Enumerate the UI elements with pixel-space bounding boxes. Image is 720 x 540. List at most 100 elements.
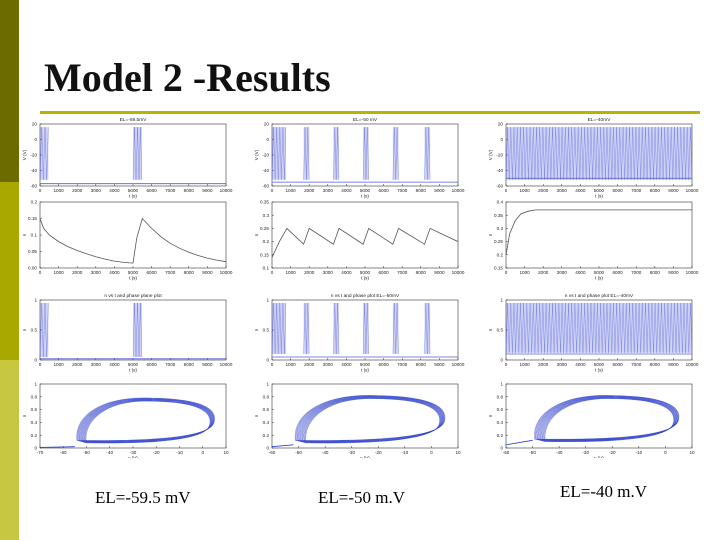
x-tick-label: 0 xyxy=(39,362,42,367)
spike-train xyxy=(506,302,692,353)
spike-train xyxy=(333,302,340,355)
x-tick-label: -40 xyxy=(322,450,329,455)
x-tick-label: 5000 xyxy=(594,362,605,367)
x-tick-label: 3000 xyxy=(557,188,568,193)
x-tick-label: 10000 xyxy=(452,270,465,275)
y-tick-label: -40 xyxy=(496,168,503,173)
y-tick-label: 0.8 xyxy=(31,394,38,399)
y-tick-label: 0.6 xyxy=(263,407,270,412)
y-tick-label: 0 xyxy=(266,358,269,363)
spike-train xyxy=(40,127,49,180)
y-tick-label: -40 xyxy=(30,168,37,173)
x-tick-label: 9000 xyxy=(668,362,679,367)
y-tick-label: -60 xyxy=(262,184,269,189)
x-tick-label: 0 xyxy=(505,362,508,367)
spike-train xyxy=(132,302,143,358)
spike-train xyxy=(506,127,692,180)
x-tick-label: 5000 xyxy=(360,188,371,193)
plot-area xyxy=(40,302,226,360)
x-tick-label: -30 xyxy=(130,450,137,455)
x-tick-label: 0 xyxy=(271,188,274,193)
limit-cycle-loop xyxy=(304,397,441,443)
plot-area xyxy=(506,302,692,355)
panel-title: n vs t and phase plot EL=-40mV xyxy=(565,293,634,299)
axes-frame xyxy=(39,201,227,269)
x-tick-label: 5000 xyxy=(594,270,605,275)
limit-cycle-loop xyxy=(84,400,211,443)
x-tick-label: 5000 xyxy=(594,188,605,193)
x-tick-label: 4000 xyxy=(341,270,352,275)
x-tick-label: 10 xyxy=(223,450,229,455)
x-tick-label: 4000 xyxy=(109,362,120,367)
x-tick-label: -60 xyxy=(503,450,510,455)
limit-cycle-loop xyxy=(305,398,440,444)
plot-area xyxy=(272,302,458,358)
limit-cycle-loop xyxy=(85,400,211,444)
limit-cycle-loop xyxy=(298,396,444,442)
accent-bar-mid xyxy=(0,182,19,360)
y-tick-label: 1 xyxy=(34,298,37,303)
limit-cycle-loop xyxy=(534,395,679,440)
spike-burst xyxy=(363,303,369,354)
plot-area xyxy=(506,395,680,446)
y-tick-label: 20 xyxy=(264,122,270,127)
panel-2-2: 0 1000 2000 3000 4000 5000 6000 7000 8000 9000 100… xyxy=(254,200,465,281)
y-tick-label: 1 xyxy=(500,298,503,303)
x-tick-label: 5000 xyxy=(128,188,139,193)
x-axis-label: t (s) xyxy=(129,194,137,199)
trajectory-tail xyxy=(40,446,75,448)
x-tick-label: 7000 xyxy=(631,362,642,367)
panel-1-2: 0 1000 2000 3000 4000 5000 6000 7000 8000 9000 100… xyxy=(254,117,465,199)
x-tick-label: 2000 xyxy=(304,270,315,275)
limit-cycle-loop xyxy=(544,398,674,443)
plot-area xyxy=(40,397,215,448)
x-tick-label: 8000 xyxy=(650,270,661,275)
panel-2-1: 0 1000 2000 3000 4000 5000 6000 7000 8000 9000 100… xyxy=(22,200,233,281)
x-tick-label: 3000 xyxy=(91,188,102,193)
trajectory-tail xyxy=(506,439,533,446)
x-tick-label: -50 xyxy=(529,450,536,455)
y-tick-label: 0.15 xyxy=(494,266,503,271)
y-tick-label: -20 xyxy=(262,153,269,158)
y-tick-label: 0.3 xyxy=(263,213,270,218)
x-tick-label: 1000 xyxy=(285,362,296,367)
x-tick-label: -20 xyxy=(375,450,382,455)
spike-train xyxy=(40,302,49,358)
y-tick-label: 0.6 xyxy=(31,407,38,412)
x-tick-label: 2000 xyxy=(72,362,83,367)
y-tick-label: 0.15 xyxy=(260,252,269,257)
x-tick-label: 6000 xyxy=(612,362,623,367)
x-tick-label: 7000 xyxy=(397,270,408,275)
panel-4-1: -70 -60 -50 -40 -30 -20 -10 0 10 0 0.2 0.4 0.6 0.8 1 v … xyxy=(22,382,229,458)
spike-burst xyxy=(333,303,339,354)
panel-4-2: -60 -50 -40 -30 -20 -10 0 10 0 0.2 0.4 0.6 0.8 1 v (V)… xyxy=(254,382,461,458)
limit-cycle-loop xyxy=(534,395,680,440)
x-tick-label: 0 xyxy=(39,188,42,193)
panel-title: n vs t and phase plot EL=-50mV xyxy=(331,293,400,299)
y-tick-label: 0.3 xyxy=(497,226,504,231)
plot-area xyxy=(272,395,446,448)
y-tick-label: 1 xyxy=(266,382,269,387)
x-tick-label: 3000 xyxy=(323,362,334,367)
x-tick-label: 0 xyxy=(664,450,667,455)
x-tick-label: -40 xyxy=(556,450,563,455)
x-tick-label: 3000 xyxy=(91,270,102,275)
x-axis-label: t (s) xyxy=(129,368,137,373)
x-axis-label: t (s) xyxy=(595,368,603,373)
x-tick-label: -10 xyxy=(402,450,409,455)
spike-burst xyxy=(424,303,431,354)
limit-cycle-loop xyxy=(301,397,443,443)
x-tick-label: 6000 xyxy=(612,270,623,275)
spike-train xyxy=(333,127,340,180)
panel-title: EL=-50 mV xyxy=(353,117,378,123)
y-tick-label: 0.1 xyxy=(263,266,270,271)
y-tick-label: 0 xyxy=(266,446,269,451)
x-tick-label: -70 xyxy=(37,450,44,455)
x-tick-label: 1000 xyxy=(285,270,296,275)
x-tick-label: 6000 xyxy=(146,188,157,193)
y-tick-label: 0.4 xyxy=(31,420,38,425)
gating-variable-line xyxy=(506,209,692,255)
x-tick-label: 0 xyxy=(271,362,274,367)
spike-burst xyxy=(133,303,142,357)
y-tick-label: 1 xyxy=(266,298,269,303)
